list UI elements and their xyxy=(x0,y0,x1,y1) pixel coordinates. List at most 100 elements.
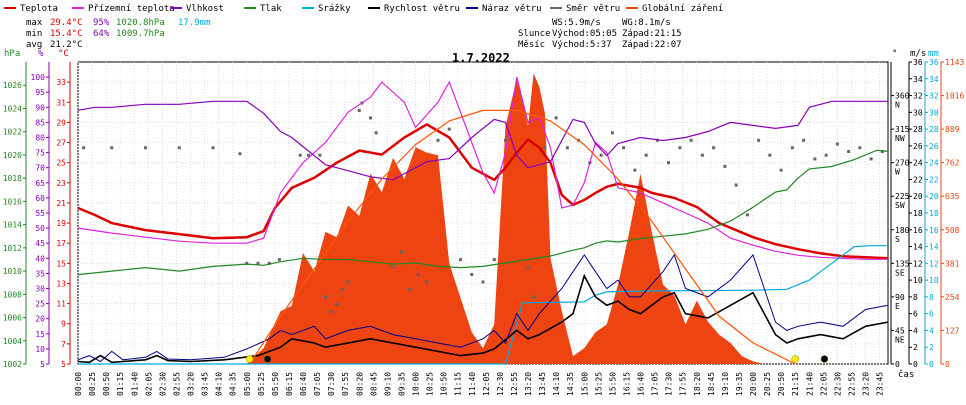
wind-tick-label: 20 xyxy=(913,192,923,201)
wind-direction-point xyxy=(307,153,311,157)
humidity-tick-label: 60 xyxy=(35,194,45,203)
rain-tick-label: 14 xyxy=(929,243,939,252)
sunrise-marker xyxy=(245,355,254,363)
radiation-tick-label: 762 xyxy=(945,159,960,168)
wind-direction-point xyxy=(340,287,344,291)
legend-label: Přízemní teplota xyxy=(88,4,175,14)
temp-tick-label: 31 xyxy=(56,98,66,107)
wind-tick-label: 32 xyxy=(913,92,923,101)
wind-direction-point xyxy=(391,265,395,269)
wind-direction-point xyxy=(802,138,806,142)
wind-direction-point xyxy=(298,153,302,157)
rain-tick-label: 24 xyxy=(929,159,939,168)
radiation-tick-label: 127 xyxy=(945,326,960,335)
wind-direction-point xyxy=(267,261,271,265)
humidity-tick-label: 10 xyxy=(35,345,45,354)
direction-tick-label: 180 xyxy=(895,226,910,235)
time-tick-label: 16:15 xyxy=(622,372,631,396)
temp-tick-label: 15 xyxy=(56,259,66,268)
wind-direction-point xyxy=(447,127,451,131)
wind-direction-point xyxy=(369,116,372,120)
wind-direction-point xyxy=(554,116,558,120)
wind-direction-point xyxy=(245,261,249,265)
direction-tick-label: 90 xyxy=(895,293,905,302)
wind-direction-point xyxy=(481,280,485,284)
direction-dir-label: S xyxy=(895,235,900,244)
time-tick-label: 23:45 xyxy=(876,372,885,396)
time-tick-label: 19:10 xyxy=(721,372,730,396)
time-tick-label: 14:10 xyxy=(552,372,561,396)
radiation-tick-label: 508 xyxy=(945,226,960,235)
humidity-tick-label: 40 xyxy=(35,254,45,263)
direction-dir-label: SE xyxy=(895,268,905,277)
stats-min-press: 1009.7hPa xyxy=(116,29,165,39)
time-tick-label: 16:40 xyxy=(637,372,646,396)
temp-tick-label: 7 xyxy=(61,340,66,349)
radiation-tick-label: 1143 xyxy=(945,58,964,67)
wind-tick-label: 4 xyxy=(913,326,918,335)
stats-min-hum: 64% xyxy=(93,29,110,39)
direction-tick-label: 45 xyxy=(895,326,905,335)
legend-label: Srážky xyxy=(318,4,351,14)
wind-direction-point xyxy=(745,213,749,217)
time-tick-label: 05:00 xyxy=(243,372,252,396)
temp-tick-label: 13 xyxy=(56,279,66,288)
axis-label-hpa: hPa xyxy=(4,49,20,59)
time-tick-label: 03:20 xyxy=(187,372,196,396)
rain-tick-label: 30 xyxy=(929,108,939,117)
wind-direction-point xyxy=(277,258,281,262)
wind-direction-point xyxy=(543,146,547,150)
time-tick-label: 15:50 xyxy=(608,372,617,396)
axis-label-humidity: % xyxy=(38,49,44,59)
direction-dir-label: NE xyxy=(895,335,905,344)
rain-tick-label: 6 xyxy=(929,310,934,319)
rain-tick-label: 2 xyxy=(929,343,934,352)
wind-direction-point xyxy=(416,273,420,277)
temp-tick-label: 33 xyxy=(56,78,66,87)
temp-tick-label: 11 xyxy=(56,300,66,309)
wind-direction-point xyxy=(374,131,378,135)
hpa-tick-label: 1010 xyxy=(3,267,22,276)
wind-tick-label: 0 xyxy=(913,360,918,369)
wind-tick-label: 10 xyxy=(913,276,923,285)
wind-direction-point xyxy=(599,153,603,157)
wind-direction-point xyxy=(757,138,761,142)
rain-tick-label: 28 xyxy=(929,125,939,134)
direction-dir-label: NW xyxy=(895,134,905,143)
humidity-tick-label: 5 xyxy=(40,360,45,369)
direction-tick-label: 0 xyxy=(895,360,900,369)
time-tick-label: 12:30 xyxy=(496,372,505,396)
direction-dir-label: W xyxy=(895,168,900,177)
wind-direction-point xyxy=(82,146,86,150)
stats-max-press: 1020.8hPa xyxy=(116,18,165,28)
time-tick-label: 17:30 xyxy=(665,372,674,396)
rain-tick-label: 10 xyxy=(929,276,939,285)
wind-direction-point xyxy=(869,157,873,161)
humidity-tick-label: 100 xyxy=(31,73,46,82)
time-tick-label: 07:05 xyxy=(313,372,322,396)
wind-direction-point xyxy=(644,153,648,157)
rain-tick-label: 18 xyxy=(929,209,939,218)
time-tick-label: 07:55 xyxy=(341,372,350,396)
direction-dir-label: N xyxy=(895,101,900,110)
wind-tick-label: 16 xyxy=(913,226,923,235)
wind-direction-point xyxy=(399,250,403,254)
radiation-tick-label: 0 xyxy=(945,360,950,369)
wind-direction-point xyxy=(824,153,828,157)
humidity-tick-label: 25 xyxy=(35,300,45,309)
time-tick-label: 15:00 xyxy=(580,372,589,396)
direction-tick-label: 270 xyxy=(895,159,910,168)
radiation-tick-label: 254 xyxy=(945,293,960,302)
wind-direction-point xyxy=(689,138,693,142)
time-tick-label: 00:25 xyxy=(88,372,97,396)
wind-direction-point xyxy=(177,146,181,150)
series-rychlost-v-tru-line xyxy=(77,273,889,364)
time-tick-label: 06:15 xyxy=(285,372,294,396)
time-tick-label: 17:05 xyxy=(651,372,660,396)
time-tick-label: 03:45 xyxy=(201,372,210,396)
hpa-tick-label: 1022 xyxy=(3,128,22,137)
wind-direction-point xyxy=(357,108,361,112)
wind-direction-point xyxy=(622,146,626,150)
